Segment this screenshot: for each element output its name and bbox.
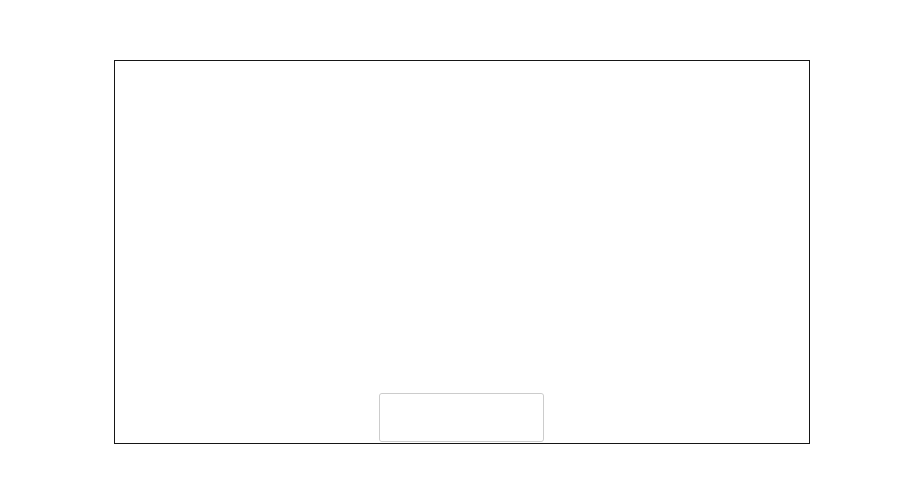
legend-item-distinct-ips — [388, 399, 535, 416]
legend — [379, 393, 544, 442]
legend-swatch-distinct-ips — [388, 403, 416, 412]
legend-item-downloads — [388, 419, 535, 436]
plot-area — [114, 60, 810, 444]
legend-swatch-downloads — [388, 423, 416, 432]
